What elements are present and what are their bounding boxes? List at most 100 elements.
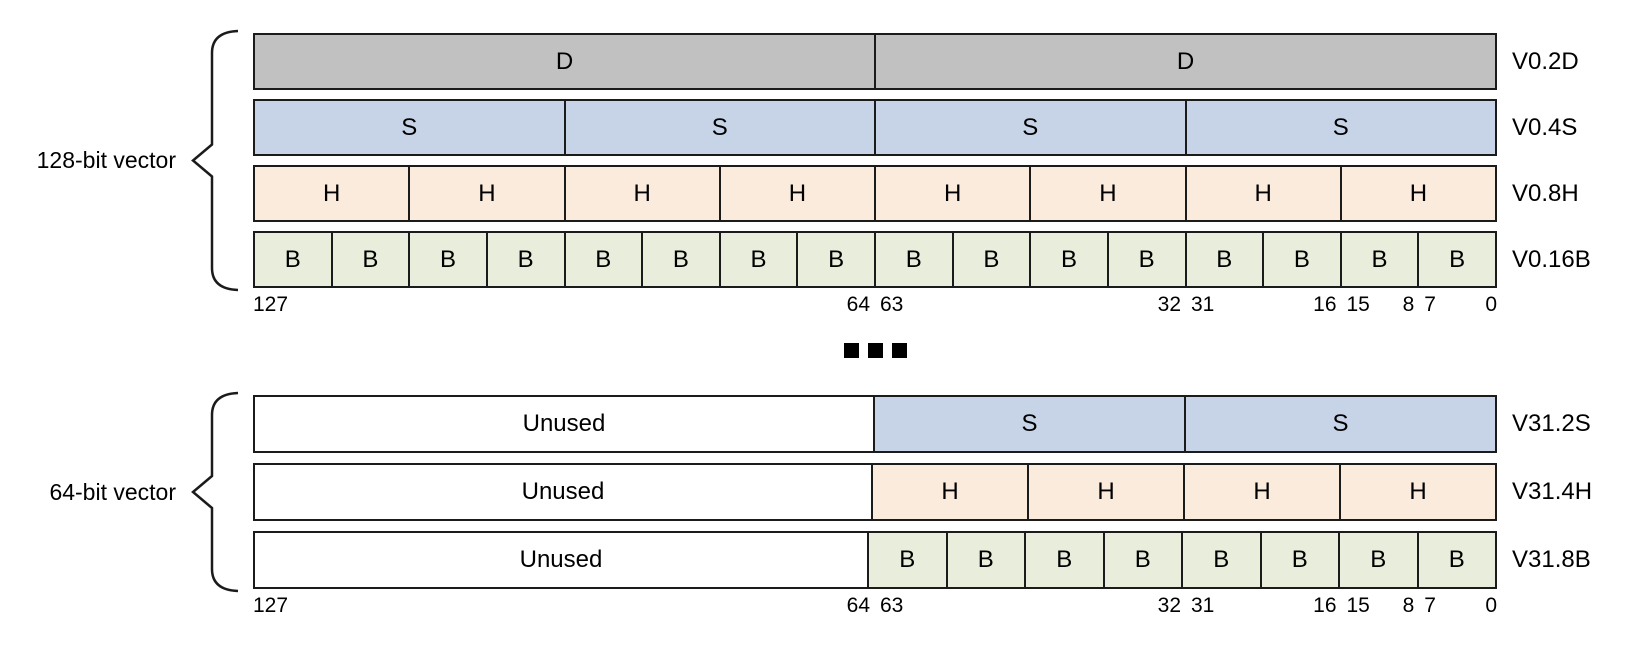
register-name: V0.8H <box>1512 179 1579 207</box>
cell-label: B <box>983 245 1000 273</box>
bit-index: 15 <box>1346 594 1370 617</box>
cell-b: B <box>1418 533 1495 587</box>
bit-index: 63 <box>880 293 904 316</box>
bit-index: 8 <box>1402 594 1415 617</box>
curly-brace-icon <box>191 29 239 292</box>
bit-index: 16 <box>1313 594 1337 617</box>
cell-b: B <box>1104 533 1183 587</box>
bit-index: 63 <box>880 594 904 617</box>
cell-unused: Unused <box>255 397 875 451</box>
cell-b: B <box>869 533 948 587</box>
cell-b: B <box>1108 233 1187 286</box>
cell-label: B <box>1216 245 1233 273</box>
cell-label: B <box>1134 546 1151 573</box>
ellipsis-square <box>843 343 859 358</box>
cell-b: B <box>953 233 1032 286</box>
ellipsis <box>253 343 1497 358</box>
cell-label: B <box>1370 546 1387 573</box>
bit-index: 0 <box>1485 293 1497 316</box>
cell-b: B <box>1186 233 1265 286</box>
register-name: V31.8B <box>1512 546 1591 573</box>
cell-label: B <box>1448 546 1465 573</box>
cell-label: B <box>905 245 922 273</box>
cell-b: B <box>487 233 566 286</box>
vector-size-label: 128-bit vector <box>36 147 176 173</box>
cell-unused: Unused <box>255 465 873 519</box>
cell-b: B <box>1264 233 1342 286</box>
cell-unused: Unused <box>255 533 869 587</box>
bit-index: 16 <box>1313 293 1337 316</box>
cell-label: H <box>1254 179 1272 207</box>
bit-index: 31 <box>1191 594 1215 617</box>
cell-label: S <box>1021 410 1038 437</box>
bit-index: 64 <box>846 293 870 316</box>
cell-b: B <box>643 233 721 286</box>
cell-label: D <box>1176 47 1195 75</box>
cell-label: H <box>788 179 807 207</box>
cell-b: B <box>410 233 488 286</box>
cell-label: S <box>1332 410 1349 437</box>
cell-label: B <box>517 245 534 273</box>
cell-h: H <box>1341 167 1495 220</box>
cell-label: B <box>440 245 457 273</box>
cell-h: H <box>720 167 876 220</box>
cell-s: S <box>565 101 876 154</box>
bit-index: 0 <box>1485 594 1497 617</box>
cell-label: H <box>943 179 962 207</box>
bit-index: 15 <box>1346 293 1370 316</box>
cell-label: B <box>828 245 845 273</box>
cell-h: H <box>1031 167 1187 220</box>
cell-b: B <box>876 233 954 286</box>
cell-b: B <box>1261 533 1340 587</box>
bit-index: 7 <box>1424 293 1436 316</box>
bit-index-row: 127 64 63 32 31 16 15 8 7 0 <box>253 293 1497 319</box>
register-name: V0.16B <box>1512 245 1591 273</box>
register-name: V0.2D <box>1512 47 1579 75</box>
vector-size-label: 64-bit vector <box>49 478 176 505</box>
bit-index: 31 <box>1191 293 1215 316</box>
cell-h: H <box>1341 465 1495 519</box>
cell-b: B <box>332 233 411 286</box>
cell-label: B <box>1291 546 1308 573</box>
cell-b: B <box>947 533 1026 587</box>
cell-s: S <box>876 101 1187 154</box>
cell-b: B <box>255 233 333 286</box>
cell-label: D <box>555 47 574 75</box>
cell-label: B <box>1056 546 1073 573</box>
ellipsis-square <box>891 343 907 358</box>
cell-label: B <box>595 245 612 273</box>
cell-label: B <box>1449 245 1466 273</box>
cell-label: H <box>941 478 959 505</box>
cell-s: S <box>875 397 1186 451</box>
bit-index-row: 127 64 63 32 31 16 15 8 7 0 <box>253 594 1497 620</box>
cell-s: S <box>255 101 566 154</box>
bit-index: 32 <box>1157 293 1181 316</box>
bit-index: 7 <box>1424 594 1436 617</box>
register-row: Unused H H H H <box>253 463 1497 521</box>
register-row: Unused B B B B B B B B <box>253 531 1497 589</box>
cell-label: H <box>1097 478 1115 505</box>
register-name: V31.4H <box>1512 478 1593 505</box>
cell-label: S <box>1332 113 1349 141</box>
register-name: V31.2S <box>1512 410 1591 437</box>
cell-label: B <box>284 245 301 273</box>
cell-label: H <box>1409 179 1428 207</box>
cell-d: D <box>876 35 1495 88</box>
cell-s: S <box>1186 101 1495 154</box>
ellipsis-square <box>867 343 883 358</box>
cell-h: H <box>876 167 1032 220</box>
cell-label: H <box>322 179 341 207</box>
cell-h: H <box>1029 465 1185 519</box>
register-name: V0.4S <box>1512 113 1578 141</box>
block-128-bit-vector: 128-bit vector D D V0.2D S S S S V0.4S H H H H H H H H V0… <box>0 29 1646 316</box>
cell-label: B <box>672 245 689 273</box>
cell-label: H <box>1099 179 1117 207</box>
bit-index: 64 <box>846 594 870 617</box>
bit-index: 8 <box>1402 293 1415 316</box>
cell-s: S <box>1186 397 1495 451</box>
